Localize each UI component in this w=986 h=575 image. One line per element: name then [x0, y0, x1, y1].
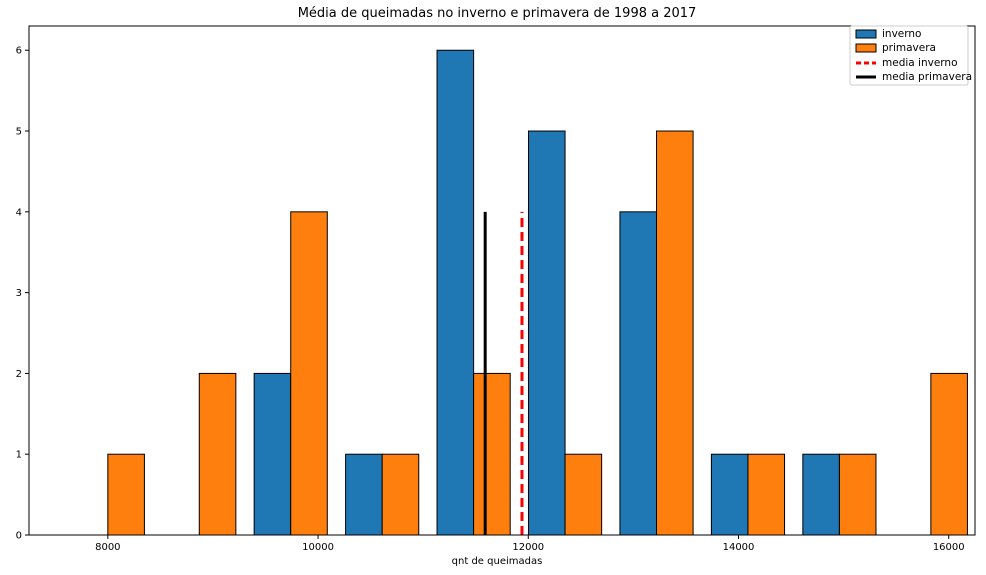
x-tick-label: 14000 [723, 542, 755, 553]
plot-frame [28, 25, 976, 536]
bar-primavera-0 [107, 453, 145, 536]
bar-inverno-6 [619, 211, 658, 536]
legend-label-primavera: primavera [882, 42, 936, 54]
bar-inverno-3 [345, 453, 383, 536]
bar-inverno-5 [527, 130, 566, 536]
bar-primavera-2 [290, 211, 328, 536]
x-axis-ticks: 8000 10000 12000 14000 16000 [95, 535, 965, 553]
y-axis-ticks: 0 1 2 3 4 5 6 [16, 46, 29, 542]
reference-lines-layer [483, 211, 524, 535]
legend: inverno primavera media inverno media pr… [849, 25, 972, 86]
y-tick-label: 2 [16, 369, 22, 380]
legend-swatch-primavera [855, 43, 877, 53]
bar-inverno-2 [253, 372, 292, 536]
bar-primavera-6 [656, 130, 694, 536]
bar-primavera-8 [838, 453, 877, 536]
bar-primavera-5 [564, 453, 603, 536]
chart-title: Média de queimadas no inverno e primaver… [298, 6, 697, 21]
x-tick-label: 12000 [512, 542, 544, 553]
legend-label-media-inverno: media inverno [882, 57, 958, 69]
bar-primavera-3 [381, 453, 420, 536]
legend-box [849, 25, 969, 86]
y-tick-label: 1 [16, 450, 22, 461]
bar-inverno-7 [710, 453, 749, 536]
y-tick-label: 6 [16, 46, 22, 57]
bar-inverno-8 [802, 453, 840, 536]
legend-label-media-primavera: media primavera [882, 71, 972, 83]
x-tick-label: 10000 [302, 542, 334, 553]
bar-primavera-1 [198, 372, 237, 536]
y-tick-label: 5 [16, 127, 22, 138]
legend-swatch-inverno [855, 29, 877, 39]
bar-primavera-4 [473, 372, 511, 536]
bar-inverno-4 [436, 49, 475, 536]
bar-primavera-9 [930, 372, 968, 536]
bars-layer [107, 49, 968, 536]
legend-label-inverno: inverno [882, 28, 921, 40]
x-tick-label: 8000 [95, 542, 120, 553]
y-tick-label: 3 [16, 288, 22, 299]
x-tick-label: 16000 [933, 542, 965, 553]
y-tick-label: 4 [16, 207, 22, 218]
y-tick-label: 0 [16, 531, 22, 542]
bar-primavera-7 [747, 453, 786, 536]
x-axis-label: qnt de queimadas [452, 556, 543, 567]
